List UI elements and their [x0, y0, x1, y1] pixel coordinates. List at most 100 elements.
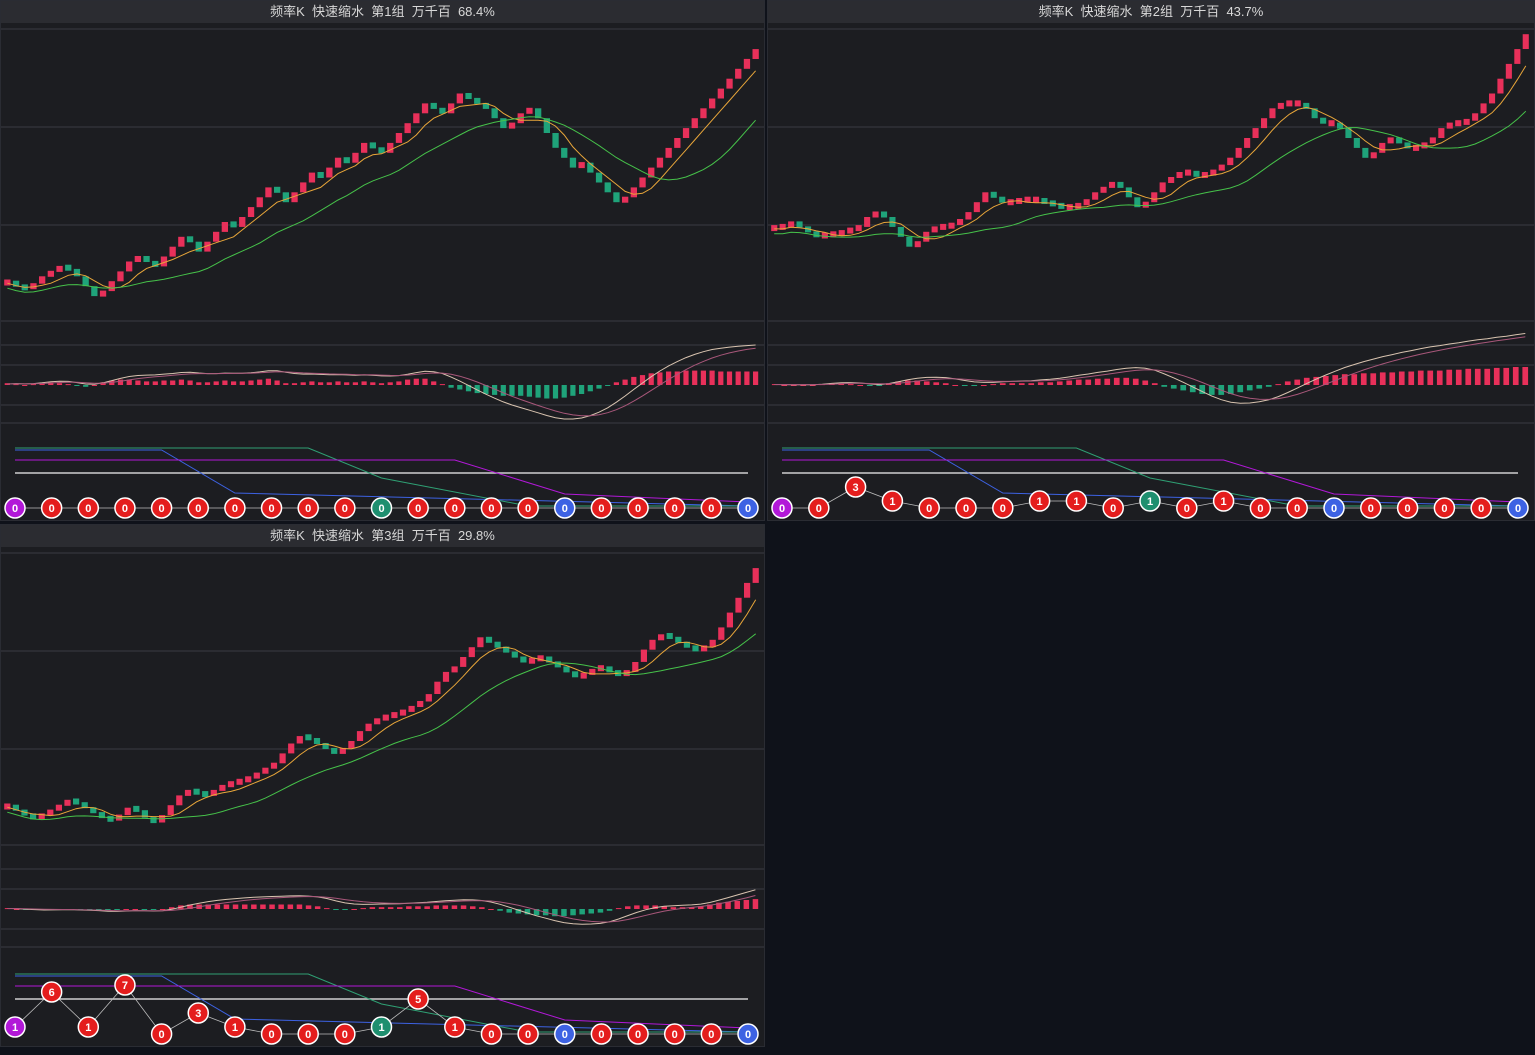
macd-bar: [405, 379, 411, 385]
candle: [107, 815, 114, 822]
macd-bar: [1056, 381, 1063, 385]
macd-bar: [396, 381, 402, 385]
macd-bar: [790, 385, 797, 386]
candle: [752, 49, 759, 59]
candle: [796, 221, 803, 228]
macd-bar: [483, 385, 489, 394]
candle: [569, 157, 577, 168]
candle: [718, 627, 725, 640]
candle: [184, 789, 192, 796]
candle: [1117, 181, 1124, 188]
candle: [30, 283, 37, 290]
candle: [726, 78, 733, 89]
macd-bar: [378, 907, 385, 909]
chart-svg[interactable]: 1 6 1 7 0 3 1 0 0 0 1 5 1 0 0 0 0 0 0 0 0: [1, 547, 764, 1046]
value-badge: [260, 1023, 283, 1045]
value-badge: [1360, 497, 1382, 519]
candle: [1294, 100, 1301, 107]
macd-bar: [1446, 369, 1453, 385]
macd-bar: [488, 909, 494, 910]
candle: [143, 256, 150, 262]
macd-bar: [1075, 379, 1082, 385]
candle: [47, 809, 54, 816]
value-badge-label: 0: [745, 503, 751, 515]
macd-bar: [239, 381, 245, 385]
candle: [12, 804, 19, 811]
candle: [752, 568, 759, 583]
macd-bar: [457, 385, 463, 390]
candle: [308, 172, 316, 183]
value-badge-label: 1: [1221, 496, 1227, 508]
macd-bar: [631, 376, 637, 385]
macd-bar: [1199, 385, 1206, 394]
macd-bar: [260, 904, 266, 909]
value-badge-label: 3: [195, 1008, 201, 1020]
macd-bar: [698, 906, 704, 909]
macd-bar: [561, 385, 567, 398]
candle: [666, 633, 673, 639]
macd-bar: [718, 371, 724, 385]
macd-bar: [1503, 367, 1510, 385]
macd-bar: [205, 904, 211, 909]
value-badge-label: 6: [49, 987, 55, 999]
candle: [1125, 187, 1132, 198]
macd-bar: [606, 909, 613, 911]
candle: [439, 107, 446, 114]
candle: [897, 226, 904, 237]
value-badge: [1470, 497, 1492, 519]
candle: [1235, 147, 1242, 158]
value-badge: [992, 497, 1014, 519]
macd-bar: [952, 385, 959, 386]
candle: [150, 817, 157, 824]
chart-svg[interactable]: 0 0 0 0 0 0 0 0 0 0 0 0 0 0 0 0 0 0 0 0 0: [1, 23, 764, 520]
macd-bar: [152, 381, 158, 385]
candle: [193, 788, 200, 795]
macd-bar: [597, 909, 604, 913]
purple-indicator-line: [782, 459, 1519, 503]
candle: [709, 639, 716, 648]
candle: [326, 167, 333, 178]
candle: [572, 671, 579, 678]
candle: [500, 118, 507, 129]
value-badge: [590, 1023, 613, 1045]
candle: [535, 108, 542, 119]
chart-panel-group-3: 频率K 快速缩水 第3组 万千百 29.8% 1 6 1 7 0 3 1 0 0 0 1 5 1 0 0 0 0…: [0, 524, 765, 1047]
macd-bar: [314, 906, 321, 909]
macd-bar: [1370, 373, 1377, 385]
macd-bar: [342, 909, 348, 910]
macd-bar: [39, 383, 45, 385]
candle: [425, 694, 432, 702]
candle: [1066, 204, 1073, 211]
macd-bar: [622, 379, 628, 385]
macd-bar: [83, 385, 89, 387]
candle: [1007, 199, 1014, 206]
chart-svg[interactable]: 0 0 3 1 0 0 0 1 1 0 1 0 1 0 0 0 0 0 0 0 0: [768, 23, 1534, 520]
macd-bar: [265, 378, 271, 385]
value-badge-label: 0: [488, 503, 494, 515]
macd-bar: [1275, 384, 1282, 386]
macd-bar: [300, 382, 306, 385]
value-badge: [224, 497, 246, 519]
macd-bar: [1284, 381, 1291, 385]
macd-bar: [351, 909, 357, 910]
candle: [282, 192, 289, 203]
macd-bar: [187, 380, 193, 385]
macd-bar: [318, 382, 324, 385]
candle: [1387, 137, 1394, 144]
macd-bar: [352, 382, 358, 385]
macd-bar: [213, 381, 219, 385]
value-badge-label: 1: [452, 1022, 458, 1034]
macd-bar: [248, 380, 254, 385]
value-badge-label: 0: [1515, 503, 1521, 515]
macd-bar: [1360, 373, 1367, 385]
value-badge: [150, 497, 173, 519]
candle: [1370, 152, 1377, 159]
candle: [331, 747, 338, 754]
value-badge-label: 0: [49, 503, 55, 515]
macd-bar: [1104, 378, 1111, 385]
value-badge: [590, 497, 613, 519]
macd-bar: [257, 379, 263, 385]
value-badge-label: 0: [816, 503, 822, 515]
macd-bar: [170, 380, 176, 385]
candle: [73, 268, 81, 277]
